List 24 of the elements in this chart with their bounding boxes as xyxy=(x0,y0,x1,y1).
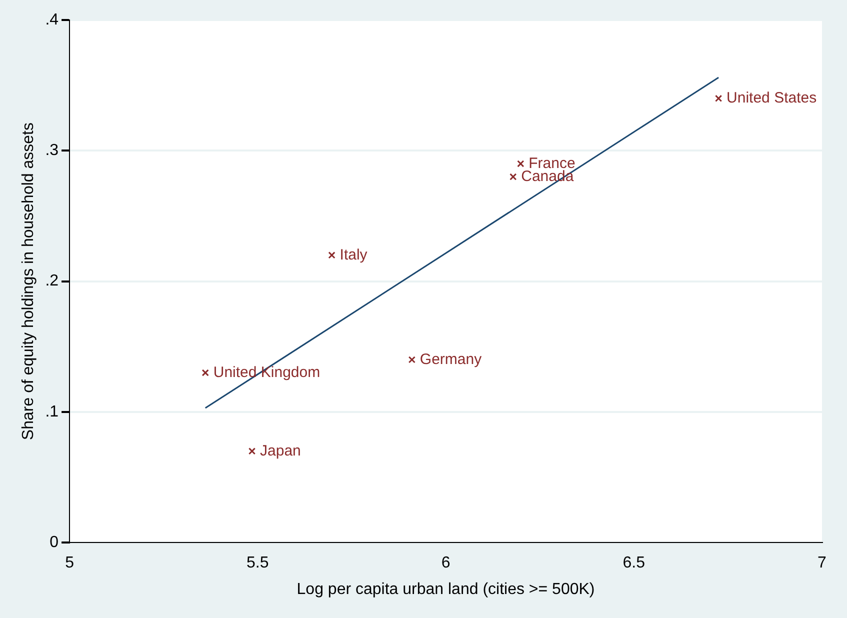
y-tick-label: .3 xyxy=(45,142,59,160)
y-tick-label: .4 xyxy=(45,11,59,28)
x-tick-label: 5 xyxy=(65,554,74,572)
x-axis-title: Log per capita urban land (cities >= 500K) xyxy=(296,580,595,598)
x-tick-label: 5.5 xyxy=(246,554,269,572)
y-tick-label: .2 xyxy=(45,272,59,290)
point xyxy=(202,369,209,376)
y-tick-label: 0 xyxy=(50,534,59,552)
x-tick-label: 7 xyxy=(818,554,827,572)
x-tick-label: 6 xyxy=(441,554,450,572)
annotation: Italy xyxy=(340,246,368,264)
point xyxy=(248,448,256,455)
annotation: Japan xyxy=(260,442,301,460)
annotation: United States xyxy=(726,90,817,107)
x-tick-label: 6.5 xyxy=(622,554,646,572)
y-tick-label: .1 xyxy=(45,403,59,420)
annotation: Germany xyxy=(420,350,482,368)
point xyxy=(408,356,416,364)
point xyxy=(510,173,517,180)
point xyxy=(328,252,336,259)
point xyxy=(714,94,722,102)
point xyxy=(517,160,524,168)
annotation: United Kingdom xyxy=(213,364,320,381)
y-axis-title: Share of equity holdings in household assets xyxy=(20,122,38,440)
